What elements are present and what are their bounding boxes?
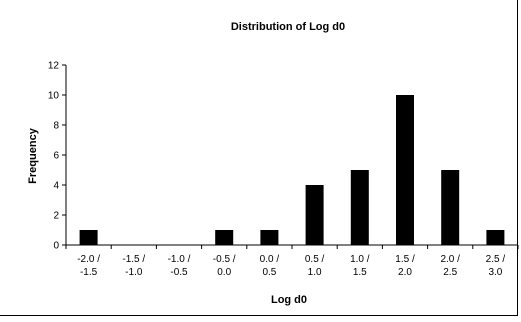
plot-area: 0 2 4 6 8 10 12 -2.0 / -1.5 -1.5 / -1.0 -1.0 / -0.5 -…: [48, 61, 519, 278]
chart-frame: [0, 0, 518, 316]
x-tick-label: 0.0: [217, 267, 231, 278]
x-tick-label: 3.0: [488, 267, 502, 278]
x-tick-label: -0.5 /: [213, 254, 236, 265]
x-tick-label: 2.0: [398, 267, 412, 278]
x-tick-label: 1.0 /: [350, 254, 370, 265]
x-tick-label: -1.0 /: [168, 254, 191, 265]
bar: [79, 230, 98, 245]
x-axis-label: Log d0: [271, 294, 307, 306]
x-tick-label: 0.5 /: [305, 254, 325, 265]
y-tick-label: 2: [53, 211, 59, 222]
x-tick-label: 0.0 /: [260, 254, 280, 265]
y-tick-label: 10: [48, 91, 60, 102]
x-tick-label: -1.5: [80, 267, 98, 278]
bar: [350, 170, 369, 245]
y-tick-label: 8: [53, 121, 59, 132]
bar: [305, 185, 324, 245]
bar: [215, 230, 234, 245]
y-tick-label: 4: [53, 181, 59, 192]
x-tick-label: 2.5: [443, 267, 457, 278]
x-tick-label: 1.5 /: [395, 254, 415, 265]
x-tick-label: 1.5: [353, 267, 367, 278]
x-tick-label: 1.0: [308, 267, 322, 278]
x-tick-label: -1.0: [125, 267, 143, 278]
bar: [486, 230, 505, 245]
y-tick-label: 0: [53, 241, 59, 252]
chart-title: Distribution of Log d0: [231, 21, 345, 33]
y-axis-label: Frequency: [27, 127, 39, 184]
bar: [260, 230, 279, 245]
bar: [441, 170, 460, 245]
x-tick-label: 0.5: [262, 267, 276, 278]
x-tick-label: -1.5 /: [122, 254, 145, 265]
x-tick-label: 2.0 /: [440, 254, 460, 265]
x-tick-label: -0.5: [170, 267, 188, 278]
x-tick-label: 2.5 /: [486, 254, 506, 265]
y-tick-label: 12: [48, 61, 60, 72]
y-tick-label: 6: [53, 151, 59, 162]
bar: [396, 95, 414, 245]
x-tick-label: -2.0 /: [77, 254, 100, 265]
